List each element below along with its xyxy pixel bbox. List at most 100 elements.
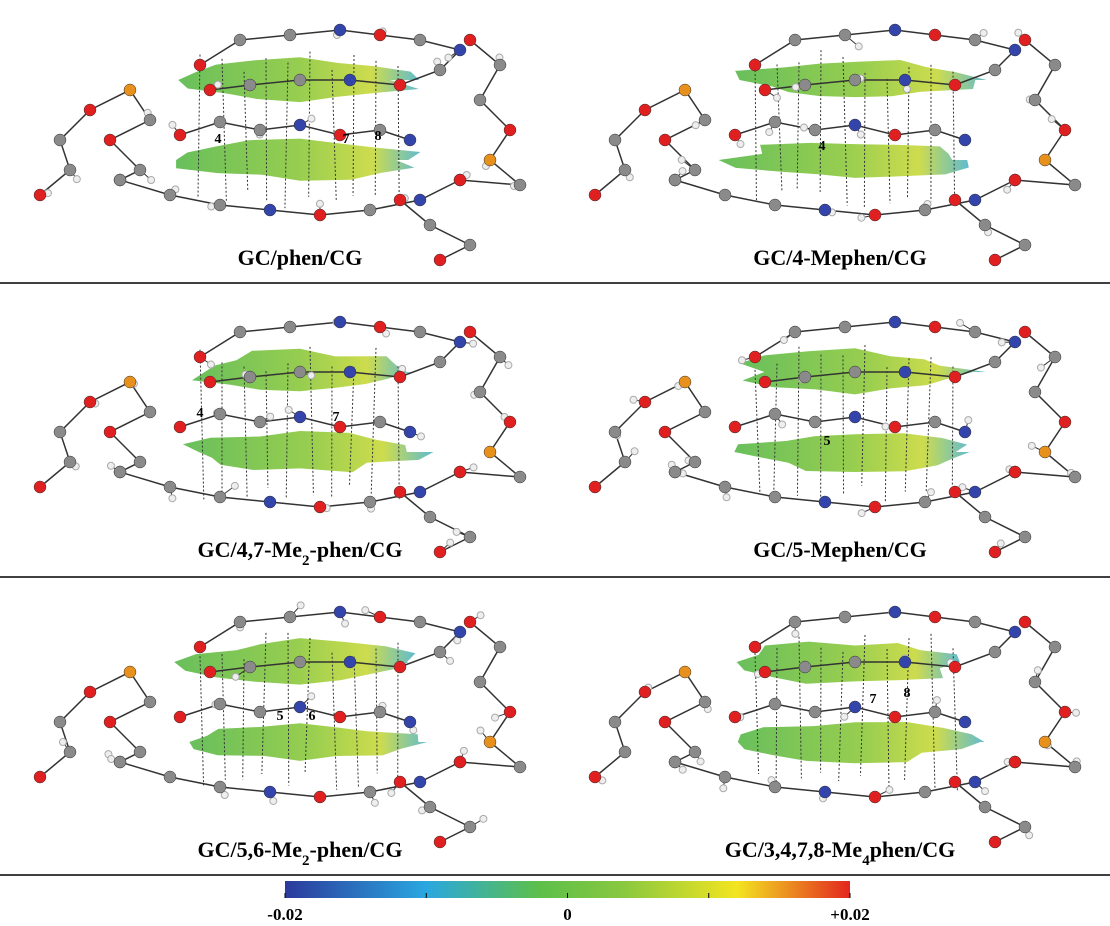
- hydrogen-atom: [1072, 708, 1081, 717]
- atom: [243, 370, 257, 384]
- atom: [758, 83, 772, 97]
- atom: [373, 610, 387, 624]
- atom: [888, 420, 902, 434]
- atom: [463, 530, 477, 544]
- atom: [413, 33, 427, 47]
- atom: [978, 218, 992, 232]
- hydrogen-atom: [778, 420, 787, 429]
- panel-caption: GC/phen/CG: [238, 245, 363, 270]
- hydrogen-atom: [691, 121, 700, 130]
- atom: [818, 495, 832, 509]
- caption-part: 4: [862, 853, 870, 869]
- hydrogen-atom: [629, 395, 638, 404]
- hydrogen-atom: [885, 785, 894, 794]
- hydrogen-atom: [284, 405, 293, 414]
- interaction: [397, 366, 400, 500]
- atom: [848, 118, 862, 132]
- hydrogen-atom: [220, 791, 229, 800]
- hydrogen-atom: [980, 787, 989, 796]
- interaction: [886, 78, 891, 204]
- atom: [1008, 625, 1022, 639]
- hydrogen-atom: [1014, 28, 1023, 37]
- atom: [193, 350, 207, 364]
- atom: [658, 715, 672, 729]
- atom: [808, 705, 822, 719]
- hydrogen-atom: [678, 765, 687, 774]
- atom: [618, 163, 632, 177]
- atom: [928, 123, 942, 137]
- atom: [63, 745, 77, 759]
- atom: [53, 715, 67, 729]
- caption-part: GC/5-Mephen/CG: [753, 537, 927, 562]
- atom: [453, 625, 467, 639]
- atom: [133, 163, 147, 177]
- atom: [1018, 820, 1032, 834]
- atom: [403, 425, 417, 439]
- interaction: [886, 648, 890, 789]
- panel-caption: GC/4,7-Me2-phen/CG: [198, 537, 403, 569]
- atom: [768, 198, 782, 212]
- hydrogen-atom: [469, 463, 478, 472]
- atom: [768, 115, 782, 129]
- hydrogen-atom: [791, 629, 800, 638]
- interaction: [776, 64, 783, 192]
- nci-surface: [737, 722, 985, 764]
- hydrogen-atom: [791, 83, 800, 92]
- hydrogen-atom: [1036, 363, 1045, 372]
- atom: [668, 173, 682, 187]
- atom: [453, 335, 467, 349]
- atom: [33, 188, 47, 202]
- bond: [954, 781, 1027, 843]
- interaction: [197, 54, 201, 199]
- atom: [233, 615, 247, 629]
- hydrogen-atom: [341, 619, 350, 628]
- hydrogen-atom: [996, 539, 1005, 548]
- atom: [413, 325, 427, 339]
- atom: [818, 785, 832, 799]
- atom: [698, 405, 712, 419]
- atom: [343, 655, 357, 669]
- atom: [728, 710, 742, 724]
- atom: [1008, 43, 1022, 57]
- atom: [213, 115, 227, 129]
- atom: [868, 208, 882, 222]
- atom: [868, 790, 882, 804]
- atom: [213, 697, 227, 711]
- interaction: [773, 363, 778, 500]
- molecule-panel: 4 7 8: [33, 23, 527, 267]
- atom: [948, 193, 962, 207]
- hydrogen-atom: [964, 416, 973, 425]
- caption-part: GC/5,6-Me: [198, 837, 303, 862]
- atom: [918, 495, 932, 509]
- atom: [928, 415, 942, 429]
- hydrogen-atom: [799, 123, 808, 132]
- hydrogen-atom: [213, 80, 222, 89]
- atom-label: 7: [333, 410, 340, 425]
- hydrogen-atom: [446, 538, 455, 547]
- hydrogen-atom: [361, 606, 370, 615]
- hydrogen-atom: [417, 432, 426, 441]
- atom: [473, 675, 487, 689]
- colorbar-tick-label: -0.02: [267, 905, 302, 924]
- atom: [1028, 675, 1042, 689]
- interaction: [221, 654, 226, 780]
- atom: [283, 28, 297, 42]
- atom: [1038, 445, 1052, 459]
- atom: [1008, 465, 1022, 479]
- atom: [413, 775, 427, 789]
- atom: [918, 785, 932, 799]
- atom: [203, 665, 217, 679]
- atom: [958, 133, 972, 147]
- bond: [119, 179, 461, 216]
- atom: [968, 325, 982, 339]
- atom: [1008, 755, 1022, 769]
- interaction: [242, 659, 245, 780]
- atom: [1018, 33, 1032, 47]
- atom: [333, 315, 347, 329]
- atom: [293, 655, 307, 669]
- atom: [83, 395, 97, 409]
- atom: [1028, 385, 1042, 399]
- atom: [503, 705, 517, 719]
- interaction: [199, 349, 205, 500]
- interaction: [754, 369, 761, 495]
